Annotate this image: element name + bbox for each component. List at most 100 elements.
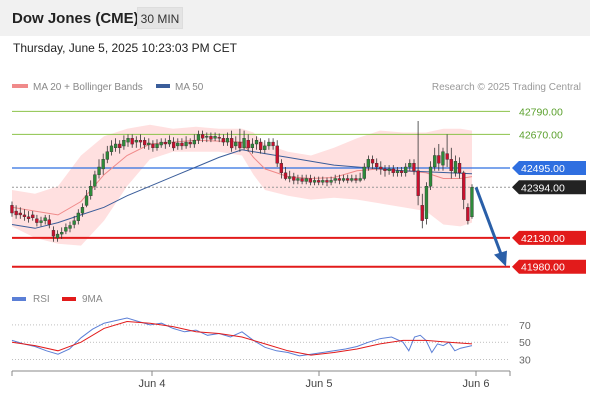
rsi-plot-area: 70 50 30 — [11, 317, 531, 366]
legend-ma20-label: MA 20 + Bollinger Bands — [33, 82, 143, 93]
candle-body — [292, 176, 296, 181]
candle-body — [317, 180, 321, 183]
candle-body — [271, 141, 275, 147]
chart-title: Dow Jones (CME) — [12, 10, 139, 27]
candle-body — [275, 145, 279, 164]
candle-body — [39, 220, 43, 223]
rsi-line — [11, 317, 473, 357]
rsi-tick-50: 50 — [519, 337, 531, 349]
candle-body — [93, 174, 97, 187]
candle-body — [142, 139, 147, 146]
candle-body — [312, 180, 317, 183]
candle-body — [238, 141, 242, 149]
legend-rsi-swatch — [12, 297, 26, 301]
forecast-arrow — [474, 186, 507, 267]
level-label-current-3: 42394.00 — [512, 180, 586, 195]
candle-body — [105, 151, 110, 160]
candle-body — [346, 178, 350, 181]
candle-body — [43, 217, 47, 221]
legend-ma20-swatch — [12, 84, 28, 88]
candle-body — [130, 138, 134, 145]
candle-body — [283, 172, 288, 179]
chart-datetime: Thursday, June 5, 2025 10:23:03 PM CET — [13, 41, 237, 55]
candle-body — [167, 139, 172, 145]
candle-body — [205, 136, 209, 138]
candle-body — [155, 143, 159, 148]
level-tag-bg — [512, 161, 586, 175]
rsi-legend: RSI 9MA — [12, 294, 103, 305]
level-tag-text: 42130.00 — [521, 233, 565, 245]
candle-body — [47, 219, 51, 225]
candle-body — [445, 153, 449, 160]
candle-body — [358, 178, 362, 181]
candle-body — [31, 214, 35, 218]
candle-body — [362, 166, 366, 179]
candle-body — [462, 172, 466, 200]
candle-body — [428, 166, 433, 187]
candle-body — [383, 168, 387, 171]
candle-body — [188, 141, 192, 145]
candle-body — [441, 151, 445, 166]
candle-body — [325, 180, 329, 183]
candle-body — [308, 178, 312, 183]
candle-body — [225, 138, 230, 143]
candle-body — [26, 216, 31, 219]
chart-header: Dow Jones (CME) 30 MIN — [0, 0, 590, 36]
candle-body — [250, 143, 254, 148]
candle-body — [395, 170, 400, 173]
candle-body — [370, 159, 375, 164]
candle-body — [68, 225, 72, 229]
candle-body — [321, 180, 325, 183]
candle-body — [122, 139, 126, 147]
candle-body — [14, 210, 18, 216]
candle-body — [64, 227, 68, 232]
candle-body — [437, 155, 441, 164]
candle-body — [89, 185, 93, 196]
legend-credit: Research © 2025 Trading Central — [432, 82, 581, 93]
candle-body — [366, 159, 370, 168]
candle-body — [138, 139, 143, 143]
candle-body — [229, 138, 234, 149]
candle-body — [80, 207, 85, 214]
candle-body — [242, 138, 246, 149]
legend-9ma-label: 9MA — [82, 294, 103, 305]
candle-body — [470, 187, 474, 218]
rsi-tick-30: 30 — [519, 354, 531, 366]
candle-body — [329, 180, 333, 183]
rsi-tick-70: 70 — [519, 320, 531, 332]
candle-body — [449, 159, 453, 172]
candle-body — [234, 141, 238, 147]
level-label-resistance-0: 42790.00 — [519, 106, 563, 118]
timeframe-button[interactable]: 30 MIN — [137, 7, 183, 29]
candle-body — [163, 141, 167, 145]
candle-body — [97, 166, 101, 175]
candle-body — [350, 178, 354, 181]
level-label-resistance-1: 42670.00 — [519, 129, 563, 141]
candle-body — [259, 141, 263, 151]
candle-body — [424, 185, 429, 219]
candle-body — [10, 205, 14, 214]
candle-body — [72, 220, 76, 225]
x-tick-label-1: Jun 5 — [306, 378, 333, 390]
candle-body — [118, 143, 122, 148]
level-tag-text: 42394.00 — [521, 182, 565, 194]
forecast-arrow-head — [494, 250, 507, 267]
candle-body — [263, 145, 267, 150]
candle-body — [113, 143, 118, 148]
candle-body — [453, 161, 458, 174]
level-label-support-5: 41980.00 — [512, 259, 586, 274]
candle-body — [416, 170, 420, 196]
candle-body — [375, 162, 379, 168]
candle-body — [379, 166, 383, 170]
candle-body — [147, 142, 151, 146]
candle-body — [196, 134, 201, 141]
candle-body — [300, 178, 304, 182]
candle-body — [213, 136, 217, 139]
candle-body — [408, 162, 412, 168]
level-tag-bg — [512, 259, 586, 274]
candle-body — [200, 134, 205, 139]
candle-body — [55, 233, 60, 239]
legend-rsi-label: RSI — [33, 294, 50, 305]
candle-body — [209, 136, 213, 140]
